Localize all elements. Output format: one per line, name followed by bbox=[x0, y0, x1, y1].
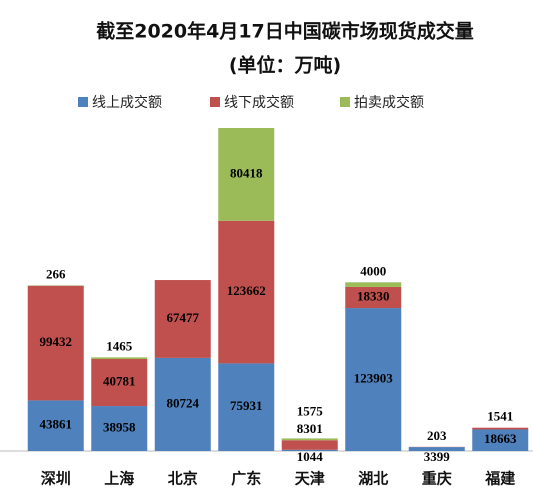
value-label: 80418 bbox=[230, 165, 263, 180]
value-label: 266 bbox=[46, 266, 66, 281]
bar-segment bbox=[345, 282, 402, 287]
bar-segment bbox=[218, 128, 275, 221]
legend-swatch bbox=[78, 97, 88, 107]
x-tick-label: 福建 bbox=[484, 470, 516, 488]
bar-segment bbox=[472, 429, 529, 451]
bar-segment bbox=[281, 438, 338, 441]
bar-segment bbox=[218, 363, 275, 451]
value-label: 18663 bbox=[484, 431, 517, 446]
legend-swatch bbox=[210, 97, 220, 107]
bar-segment bbox=[218, 220, 275, 364]
bar-segment bbox=[27, 400, 84, 451]
chart-subtitle: (单位：万吨) bbox=[229, 54, 341, 77]
x-tick-label: 重庆 bbox=[422, 470, 452, 488]
value-label: 123662 bbox=[227, 283, 266, 298]
value-label: 1541 bbox=[487, 409, 513, 424]
value-label: 67477 bbox=[167, 310, 200, 325]
x-tick-label: 北京 bbox=[168, 470, 198, 488]
x-tick-label: 深圳 bbox=[41, 470, 71, 488]
value-label: 43861 bbox=[40, 417, 73, 432]
legend-label: 拍卖成交额 bbox=[354, 94, 424, 111]
value-label: 3399 bbox=[424, 449, 451, 464]
value-label: 75931 bbox=[230, 398, 263, 413]
legend-label: 线下成交额 bbox=[224, 94, 294, 111]
x-tick-label: 上海 bbox=[104, 470, 134, 488]
bar-segment bbox=[154, 357, 211, 451]
bar-segment bbox=[154, 280, 211, 358]
x-tick-label: 广东 bbox=[231, 470, 261, 488]
bar-segment bbox=[281, 440, 338, 450]
bar-segment bbox=[91, 406, 148, 451]
x-tick-label: 天津 bbox=[295, 470, 325, 488]
legend-swatch bbox=[340, 97, 350, 107]
value-label: 8301 bbox=[297, 421, 323, 436]
chart-title: 截至2020年4月17日中国碳市场现货成交量 bbox=[96, 20, 474, 43]
value-label: 4000 bbox=[360, 263, 386, 278]
bar-segment bbox=[472, 427, 529, 430]
value-label: 99432 bbox=[40, 334, 73, 349]
bar-segment bbox=[408, 447, 465, 451]
value-label: 123903 bbox=[354, 371, 394, 386]
value-label: 1575 bbox=[297, 403, 324, 418]
value-label: 203 bbox=[427, 428, 447, 443]
value-label: 1465 bbox=[106, 338, 133, 353]
value-label: 40781 bbox=[103, 374, 136, 389]
bar-segment bbox=[27, 285, 84, 401]
value-label: 38958 bbox=[103, 420, 136, 435]
value-label: 80724 bbox=[167, 395, 200, 410]
bar-segment bbox=[91, 357, 148, 360]
bar-segment bbox=[281, 449, 338, 451]
value-label: 1044 bbox=[297, 449, 324, 464]
x-tick-label: 湖北 bbox=[358, 470, 388, 488]
value-label: 18330 bbox=[357, 288, 390, 303]
bar-segment bbox=[91, 359, 148, 407]
legend-label: 线上成交额 bbox=[92, 94, 162, 111]
bar-segment bbox=[345, 286, 402, 309]
bar-segment bbox=[345, 308, 402, 451]
